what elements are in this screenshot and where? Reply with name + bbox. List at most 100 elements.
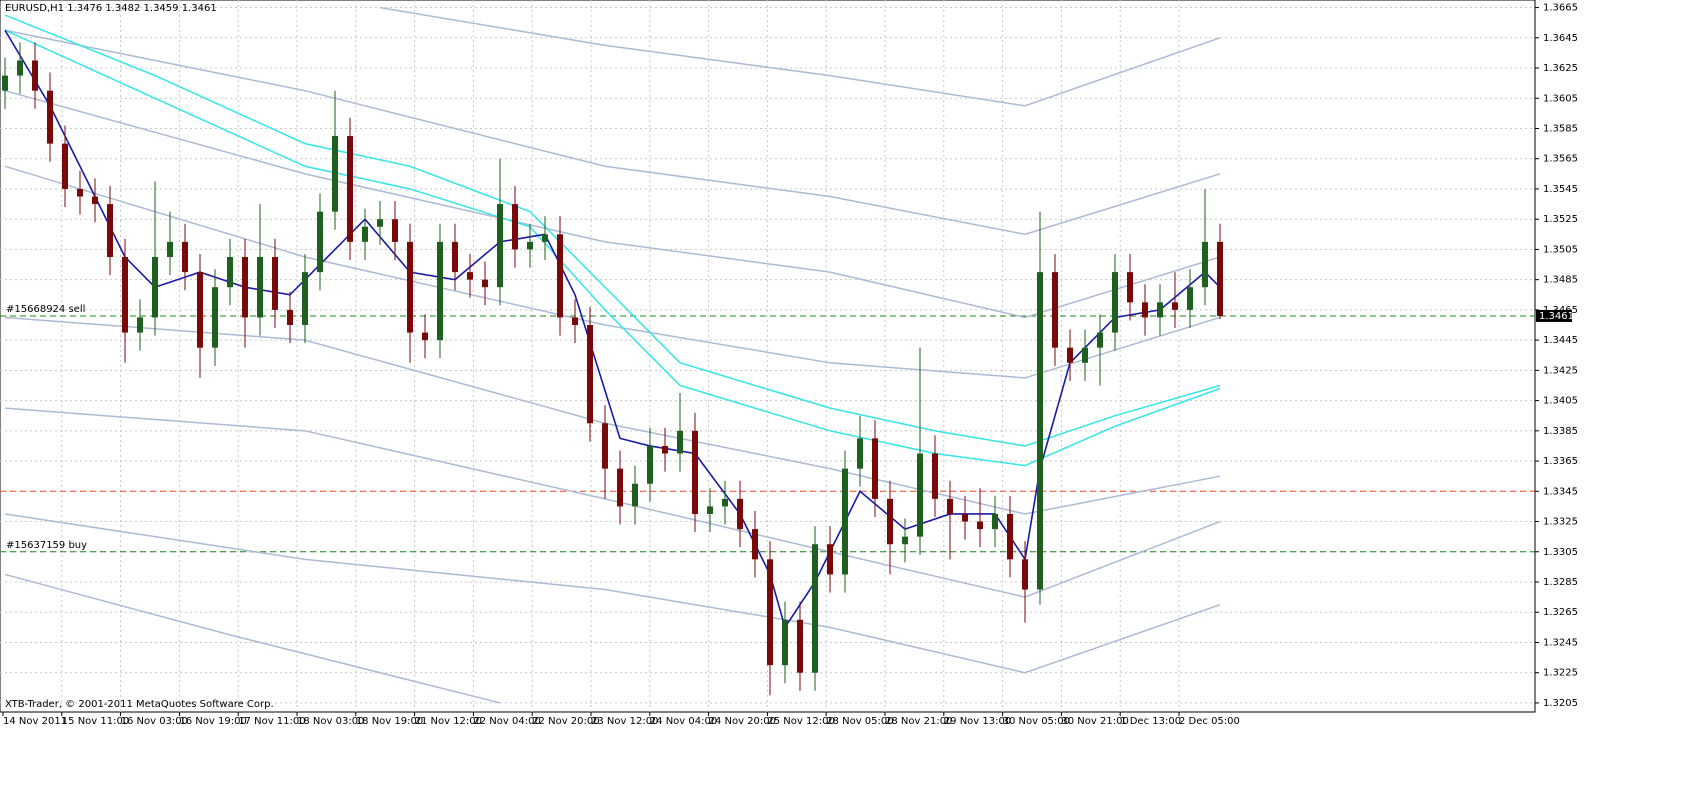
indicator-line [4,316,1221,515]
price-badge-label: 1.3461 [1539,311,1574,322]
candle-body [482,279,488,288]
x-tick-label: 24 Nov 20:00 [709,716,776,727]
price-badge [1536,309,1572,322]
indicator-line [4,29,1221,236]
y-tick-label: 1.3245 [1543,637,1578,648]
candle-body [992,513,998,530]
order-label: #15637159 buy [6,540,87,551]
x-tick-label: 14 Nov 2011 [3,716,67,727]
candle-body [47,90,53,144]
y-tick-label: 1.3305 [1543,547,1578,558]
x-tick-label: 30 Nov 05:00 [1003,716,1070,727]
candle-body [677,430,683,454]
candle-body [692,430,698,514]
candle-body [812,544,818,673]
candle-body [182,241,188,273]
candle-body [17,60,23,76]
candle-body [782,619,788,666]
candle-body [452,241,458,273]
y-tick-label: 1.3665 [1543,3,1578,14]
candle-body [1067,347,1073,363]
x-tick-label: 28 Nov 21:00 [885,716,952,727]
candle-body [2,75,8,91]
candle-body [632,483,638,507]
y-tick-label: 1.3365 [1543,456,1578,467]
y-tick-label: 1.3565 [1543,154,1578,165]
x-tick-label: 15 Nov 11:00 [62,716,129,727]
indicator-line [4,407,1221,598]
indicator-line [4,573,501,704]
x-tick-label: 29 Nov 13:00 [944,716,1011,727]
chart-title: EURUSD,H1 1.3476 1.3482 1.3459 1.3461 [5,3,217,14]
footer: XTB-Trader, © 2001-2011 MetaQuotes Softw… [5,699,274,710]
candle-body [257,256,263,318]
candle-body [107,204,113,257]
y-tick-label: 1.3345 [1543,486,1578,497]
candle-body [572,317,578,326]
candle-body [1127,272,1133,303]
candle-body [497,204,503,288]
candle-body [407,241,413,333]
x-tick-label: 30 Nov 21:00 [1061,716,1128,727]
candle-body [1187,287,1193,310]
candle-body [32,60,38,91]
x-tick-label: 23 Nov 12:00 [591,716,658,727]
candle-body [1202,241,1208,288]
y-tick-label: 1.3625 [1543,63,1578,74]
candle-body [647,445,653,484]
candle-body [152,256,158,318]
candle-body [1052,272,1058,348]
candle-body [1022,559,1028,590]
candle-body [527,241,533,250]
candle-body [467,272,473,280]
candle-body [1097,332,1103,348]
candle-body [137,317,143,333]
candle-body [1142,302,1148,318]
candle-body [212,287,218,348]
y-tick-label: 1.3485 [1543,275,1578,286]
candle-body [77,188,83,197]
candle-body [587,325,593,424]
candle-body [917,453,923,537]
candle-body [662,445,668,454]
candle-body [827,544,833,575]
y-tick-label: 1.3425 [1543,365,1578,376]
candle-body [362,226,368,242]
candle-body [557,234,563,318]
x-tick-label: 22 Nov 20:00 [532,716,599,727]
x-tick-label: 18 Nov 03:00 [297,716,364,727]
candle-body [1082,347,1088,363]
candle-body [1172,302,1178,310]
candle-body [1007,513,1013,560]
candle-body [707,506,713,514]
x-tick-label: 2 Dec 05:00 [1179,716,1240,727]
y-tick-label: 1.3265 [1543,607,1578,618]
y-tick-label: 1.3585 [1543,123,1578,134]
x-tick-label: 16 Nov 03:00 [121,716,188,727]
candle-body [872,438,878,499]
y-tick-label: 1.3445 [1543,335,1578,346]
y-tick-label: 1.3385 [1543,426,1578,437]
candle-body [752,529,758,560]
candle-body [422,332,428,341]
candle-body [962,513,968,522]
y-tick-label: 1.3605 [1543,93,1578,104]
candle-body [167,241,173,257]
candle-body [62,143,68,189]
candle-body [347,136,353,242]
x-tick-label: 22 Nov 04:00 [473,716,540,727]
x-tick-label: 24 Nov 04:00 [650,716,717,727]
candle-body [1112,272,1118,333]
candle-body [617,468,623,507]
y-tick-label: 1.3325 [1543,517,1578,528]
x-tick-label: 1 Dec 13:00 [1120,716,1181,727]
candle-body [1157,302,1163,318]
candle-body [287,309,293,326]
x-tick-label: 16 Nov 19:00 [179,716,246,727]
y-tick-label: 1.3645 [1543,33,1578,44]
x-tick-label: 17 Nov 11:00 [238,716,305,727]
candle-body [1217,241,1223,316]
x-tick-label: 28 Nov 05:00 [826,716,893,727]
candle-body [197,272,203,348]
